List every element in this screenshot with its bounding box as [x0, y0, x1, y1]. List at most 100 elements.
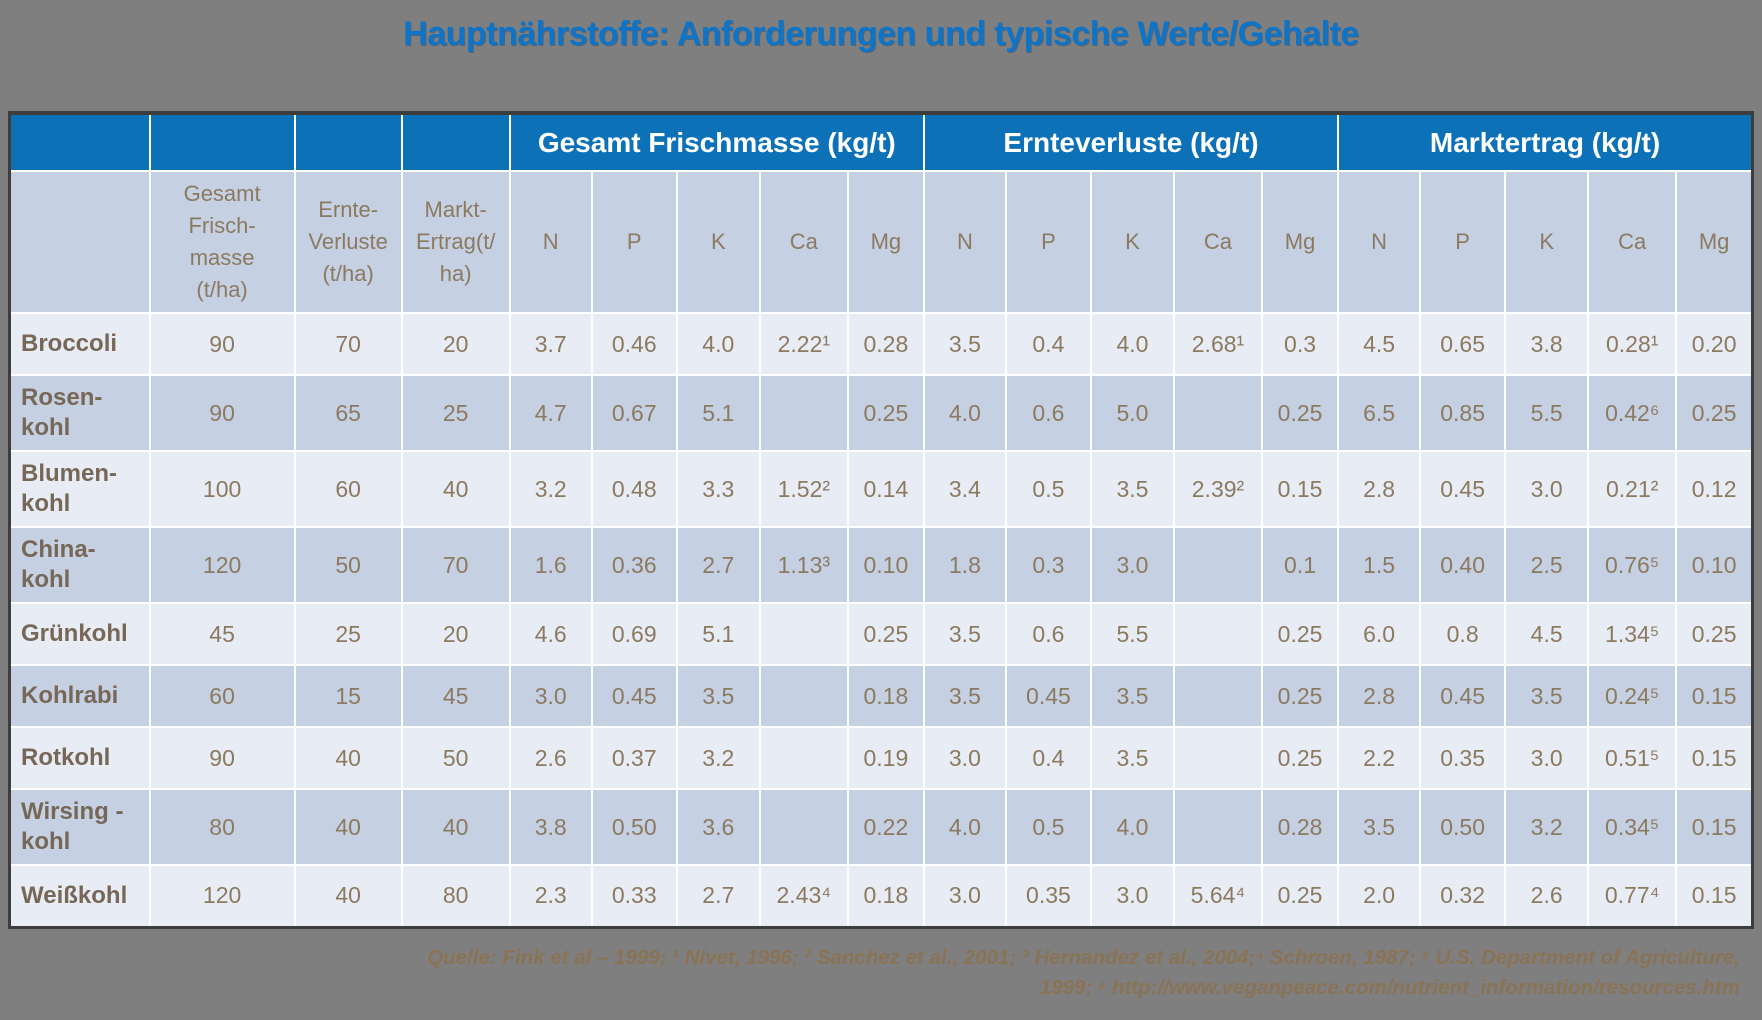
value-cell: 40 [293, 864, 403, 928]
value-cell: 70 [293, 312, 403, 376]
stub-header-gesamt-frischmasse: Gesamt Frisch- masse (t/ha) [148, 170, 296, 314]
value-cell: 60 [148, 664, 296, 728]
value-cell: 2.8 [1337, 450, 1422, 528]
value-cell: 40 [293, 726, 403, 790]
value-cell: 5.0 [1089, 374, 1175, 452]
value-cell: 90 [148, 312, 296, 376]
value-cell: 0.33 [590, 864, 678, 928]
value-cell: 0.25 [1675, 602, 1754, 666]
value-cell: 0.3 [1004, 526, 1092, 604]
nutrient-table: Gesamt Frischmasse (kg/t) Ernteverluste … [8, 111, 1754, 929]
value-cell: 0.42⁶ [1587, 374, 1678, 452]
value-cell: 0.14 [846, 450, 925, 528]
value-cell: 4.0 [1089, 312, 1175, 376]
value-cell: 3.0 [1089, 864, 1175, 928]
value-cell: 3.5 [1337, 788, 1422, 866]
blank-header-cell [400, 112, 511, 172]
value-cell: 6.5 [1337, 374, 1422, 452]
value-cell: 20 [400, 312, 511, 376]
value-cell: 3.0 [508, 664, 593, 728]
table-row: Rosen- kohl 90 65 25 4.7 0.67 5.1 0.25 4.0 0.6 5.0… [8, 374, 1754, 452]
value-cell: 0.4 [1004, 726, 1092, 790]
value-cell: 0.25 [1260, 726, 1340, 790]
table-row: Blumen- kohl 100 60 40 3.2 0.48 3.3 1.52² 0.14 3.… [8, 450, 1754, 528]
corner-cell [8, 170, 151, 314]
value-cell: 3.4 [922, 450, 1007, 528]
value-cell: 5.1 [675, 374, 761, 452]
value-cell: 0.19 [846, 726, 925, 790]
value-cell: 70 [400, 526, 511, 604]
crop-name-cell: Weißkohl [8, 864, 151, 928]
value-cell: 3.5 [1089, 726, 1175, 790]
value-cell [1172, 602, 1264, 666]
value-cell: 0.35 [1419, 726, 1507, 790]
value-cell: 0.34⁵ [1587, 788, 1678, 866]
value-cell: 0.5 [1004, 788, 1092, 866]
value-cell: 0.8 [1419, 602, 1507, 666]
value-cell: 0.22 [846, 788, 925, 866]
nutrient-header: Mg [1260, 170, 1340, 314]
value-cell: 3.3 [675, 450, 761, 528]
value-cell: 2.3 [508, 864, 593, 928]
group-header-gesamt-frischmasse: Gesamt Frischmasse (kg/t) [508, 112, 925, 172]
value-cell: 3.2 [1504, 788, 1590, 866]
value-cell: 1.6 [508, 526, 593, 604]
value-cell: 0.65 [1419, 312, 1507, 376]
value-cell: 0.28¹ [1587, 312, 1678, 376]
value-cell: 0.28 [846, 312, 925, 376]
value-cell: 0.45 [590, 664, 678, 728]
group-header-ernteverluste: Ernteverluste (kg/t) [922, 112, 1340, 172]
value-cell: 5.5 [1089, 602, 1175, 666]
value-cell: 0.24⁵ [1587, 664, 1678, 728]
value-cell: 2.8 [1337, 664, 1422, 728]
table-row: Weißkohl 120 40 80 2.3 0.33 2.7 2.43⁴ 0.18 3.0 0.3… [8, 864, 1754, 928]
value-cell: 0.18 [846, 664, 925, 728]
value-cell: 0.46 [590, 312, 678, 376]
stub-header-ernte-verluste: Ernte- Verluste (t/ha) [293, 170, 403, 314]
value-cell: 0.69 [590, 602, 678, 666]
table-body: Broccoli 90 70 20 3.7 0.46 4.0 2.22¹ 0.28 3.5 0.4 4… [8, 312, 1754, 928]
value-cell: 3.0 [1504, 450, 1590, 528]
value-cell: 0.25 [1260, 664, 1340, 728]
value-cell: 3.7 [508, 312, 593, 376]
value-cell: 0.40 [1419, 526, 1507, 604]
value-cell [1172, 526, 1264, 604]
value-cell: 4.0 [675, 312, 761, 376]
value-cell: 4.5 [1337, 312, 1422, 376]
nutrient-header: P [1419, 170, 1507, 314]
nutrient-header: K [675, 170, 761, 314]
value-cell: 0.6 [1004, 602, 1092, 666]
value-cell: 0.4 [1004, 312, 1092, 376]
nutrient-header: Ca [758, 170, 849, 314]
value-cell: 0.28 [1260, 788, 1340, 866]
value-cell: 1.13³ [758, 526, 849, 604]
value-cell: 25 [400, 374, 511, 452]
nutrient-header: Ca [1172, 170, 1264, 314]
sub-header-row: Gesamt Frisch- masse (t/ha) Ernte- Verlu… [8, 170, 1754, 314]
value-cell: 2.0 [1337, 864, 1422, 928]
value-cell: 6.0 [1337, 602, 1422, 666]
group-header-row: Gesamt Frischmasse (kg/t) Ernteverluste … [8, 112, 1754, 172]
value-cell: 3.5 [1504, 664, 1590, 728]
value-cell: 0.18 [846, 864, 925, 928]
blank-header-cell [293, 112, 403, 172]
nutrient-header: P [1004, 170, 1092, 314]
value-cell: 1.52² [758, 450, 849, 528]
value-cell: 50 [400, 726, 511, 790]
value-cell: 45 [148, 602, 296, 666]
value-cell: 2.7 [675, 864, 761, 928]
value-cell [1172, 726, 1264, 790]
value-cell: 2.68¹ [1172, 312, 1264, 376]
value-cell: 5.64⁴ [1172, 864, 1264, 928]
value-cell [1172, 374, 1264, 452]
value-cell: 0.50 [590, 788, 678, 866]
table-row: Grünkohl 45 25 20 4.6 0.69 5.1 0.25 3.5 0.6 5.5 0.2… [8, 602, 1754, 666]
value-cell: 0.48 [590, 450, 678, 528]
value-cell: 3.0 [1089, 526, 1175, 604]
value-cell: 4.5 [1504, 602, 1590, 666]
value-cell: 0.15 [1675, 726, 1754, 790]
value-cell: 2.6 [1504, 864, 1590, 928]
value-cell: 3.5 [922, 312, 1007, 376]
value-cell [758, 726, 849, 790]
value-cell: 1.5 [1337, 526, 1422, 604]
